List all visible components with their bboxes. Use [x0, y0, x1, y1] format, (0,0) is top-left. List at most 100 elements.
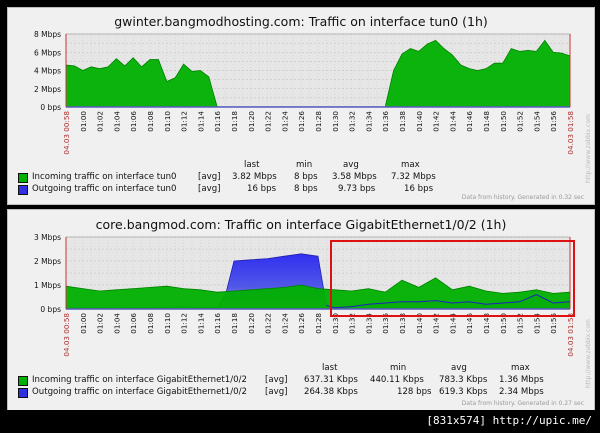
series-agg: [avg]: [265, 375, 288, 385]
y-tick-label: 0 bps: [40, 103, 61, 112]
series-agg: [avg]: [198, 172, 221, 182]
x-tick-label: 01:16: [213, 313, 222, 334]
x-tick-label: 01:56: [549, 313, 558, 334]
x-tick-label: 01:04: [112, 111, 121, 132]
stat-avg: 783.3 Kbps: [439, 375, 488, 385]
chart-title: core.bangmod.com: Traffic on interface G…: [95, 217, 507, 232]
stat-min: 8 bps: [294, 184, 318, 194]
stat-max: 1.36 Mbps: [499, 375, 544, 385]
x-tick-label: 01:56: [549, 111, 558, 132]
series-incoming-area: [66, 277, 570, 309]
chart-title: gwinter.bangmodhosting.com: Traffic on i…: [114, 14, 488, 29]
x-tick-label: 01:02: [96, 313, 105, 334]
series-agg: [avg]: [198, 184, 221, 194]
x-tick-label: 01:22: [264, 313, 273, 334]
zabbix-side-url: http://www.zabbix.com: [585, 114, 592, 183]
x-tick-label: 01:02: [96, 111, 105, 132]
chart-svg-tun0: 0 bps 2 Mbps 4 Mbps 6 Mbps 8 Mbps 04.03 00:58…: [34, 30, 575, 155]
x-tick-label: 01:14: [196, 313, 205, 334]
x-tick-label: 04.03 01:58: [566, 313, 575, 357]
x-tick-label: 01:26: [297, 313, 306, 334]
header-avg: avg: [451, 363, 467, 373]
x-tick-label: 01:10: [163, 111, 172, 132]
header-last: last: [322, 363, 338, 373]
stat-last: 637.31 Kbps: [304, 375, 358, 385]
series-outgoing-line-top: [326, 294, 571, 309]
incoming-swatch: [18, 173, 28, 183]
header-last: last: [244, 160, 260, 170]
x-tick-label: 01:18: [230, 313, 239, 334]
x-tick-label: 01:14: [196, 111, 205, 132]
x-tick-label: 01:48: [482, 313, 491, 334]
series-name: Incoming traffic on interface tun0: [32, 172, 177, 182]
y-tick-label: 6 Mbps: [34, 48, 61, 57]
stat-min: 128 bps: [397, 387, 432, 397]
x-tick-label: 01:40: [415, 313, 424, 334]
x-tick-label: 01:30: [331, 313, 340, 334]
stat-max: 2.34 Mbps: [499, 387, 544, 397]
x-tick-label: 01:28: [314, 313, 323, 334]
traffic-graph-gigabit: core.bangmod.com: Traffic on interface G…: [7, 209, 595, 412]
x-tick-label: 01:24: [280, 111, 289, 132]
x-tick-label: 01:44: [448, 313, 457, 334]
stat-min: 440.11 Kbps: [370, 375, 424, 385]
x-tick-label: 01:12: [180, 111, 189, 132]
header-avg: avg: [343, 160, 359, 170]
x-tick-label: 01:44: [448, 111, 457, 132]
x-tick-label: 01:38: [398, 111, 407, 132]
generated-note: Data from history. Generated in 0.27 sec: [461, 400, 584, 407]
y-tick-label: 1 Mbps: [34, 281, 61, 290]
header-min: min: [296, 160, 313, 170]
x-tick-label: 01:46: [465, 111, 474, 132]
generated-note: Data from history. Generated in 0.32 sec: [461, 194, 584, 201]
x-tick-label: 01:04: [112, 313, 121, 334]
x-tick-label: 01:24: [280, 313, 289, 334]
x-tick-label: 01:52: [516, 313, 525, 334]
x-tick-label: 01:28: [314, 111, 323, 132]
stat-last: 16 bps: [247, 184, 277, 194]
legend-stats-tun0: last min avg max Incoming traffic on int…: [18, 160, 578, 196]
x-tick-label: 01:54: [532, 111, 541, 132]
x-tick-label: 01:42: [432, 313, 441, 334]
x-tick-label: 01:00: [79, 111, 88, 132]
stat-avg: 9.73 bps: [338, 184, 376, 194]
outgoing-swatch: [18, 185, 28, 195]
x-tick-label: 01:40: [415, 111, 424, 132]
x-tick-label: 01:22: [264, 111, 273, 132]
x-tick-label: 01:06: [129, 111, 138, 132]
traffic-graph-tun0: gwinter.bangmodhosting.com: Traffic on i…: [7, 7, 595, 205]
x-tick-label: 01:46: [465, 313, 474, 334]
x-tick-label: 01:54: [532, 313, 541, 334]
x-tick-label: 01:30: [331, 111, 340, 132]
outgoing-swatch: [18, 388, 28, 398]
x-tick-label: 01:38: [398, 313, 407, 334]
series-outgoing-area: [66, 253, 570, 309]
stat-max: 16 bps: [404, 184, 434, 194]
x-tick-label: 01:50: [499, 313, 508, 334]
header-max: max: [511, 363, 530, 373]
x-tick-label: 01:34: [364, 111, 373, 132]
y-tick-label: 4 Mbps: [34, 67, 61, 76]
x-tick-label: 01:34: [364, 313, 373, 334]
incoming-swatch: [18, 376, 28, 386]
chart-svg-gigabit: 0 bps 1 Mbps 2 Mbps 3 Mbps 04.03 00:58 01:00 0…: [34, 233, 575, 357]
x-tick-label: 01:36: [381, 313, 390, 334]
header-max: max: [401, 160, 420, 170]
y-tick-label: 8 Mbps: [34, 30, 61, 39]
stat-max: 7.32 Mbps: [391, 172, 436, 182]
header-min: min: [390, 363, 407, 373]
x-tick-label: 04.03 01:58: [566, 111, 575, 155]
series-name: Incoming traffic on interface GigabitEth…: [32, 375, 247, 385]
x-tick-label: 01:18: [230, 111, 239, 132]
zabbix-side-url: http://www.zabbix.com: [585, 319, 592, 388]
y-tick-label: 2 Mbps: [34, 85, 61, 94]
x-tick-label: 04.03 00:58: [62, 111, 71, 155]
series-incoming-line: [65, 277, 571, 294]
series-incoming-area: [66, 40, 570, 108]
x-tick-label: 04.03 00:58: [62, 313, 71, 357]
x-tick-label: 01:32: [348, 313, 357, 334]
x-tick-label: 01:00: [79, 313, 88, 334]
x-tick-label: 01:16: [213, 111, 222, 132]
x-tick-label: 01:36: [381, 111, 390, 132]
x-tick-label: 01:32: [348, 111, 357, 132]
